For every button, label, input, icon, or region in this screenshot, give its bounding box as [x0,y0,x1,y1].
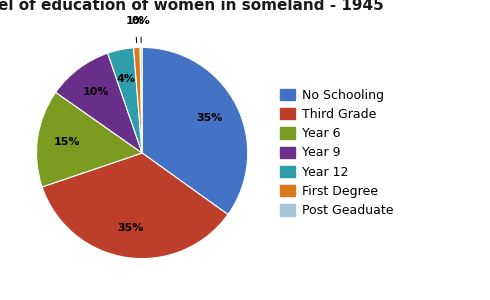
Title: Highest level of education of women in someland - 1945: Highest level of education of women in s… [0,0,384,13]
Wedge shape [140,47,142,153]
Text: 0%: 0% [131,16,150,26]
Text: 35%: 35% [118,223,144,233]
Text: 10%: 10% [83,87,110,97]
Text: 15%: 15% [53,137,80,147]
Text: 1%: 1% [126,16,145,26]
Legend: No Schooling, Third Grade, Year 6, Year 9, Year 12, First Degree, Post Geaduate: No Schooling, Third Grade, Year 6, Year … [280,89,393,217]
Wedge shape [108,48,142,153]
Wedge shape [42,153,228,259]
Text: 4%: 4% [117,74,136,84]
Text: 35%: 35% [196,113,223,123]
Wedge shape [142,47,248,214]
Wedge shape [36,92,142,187]
Wedge shape [56,53,142,153]
Wedge shape [133,47,142,153]
